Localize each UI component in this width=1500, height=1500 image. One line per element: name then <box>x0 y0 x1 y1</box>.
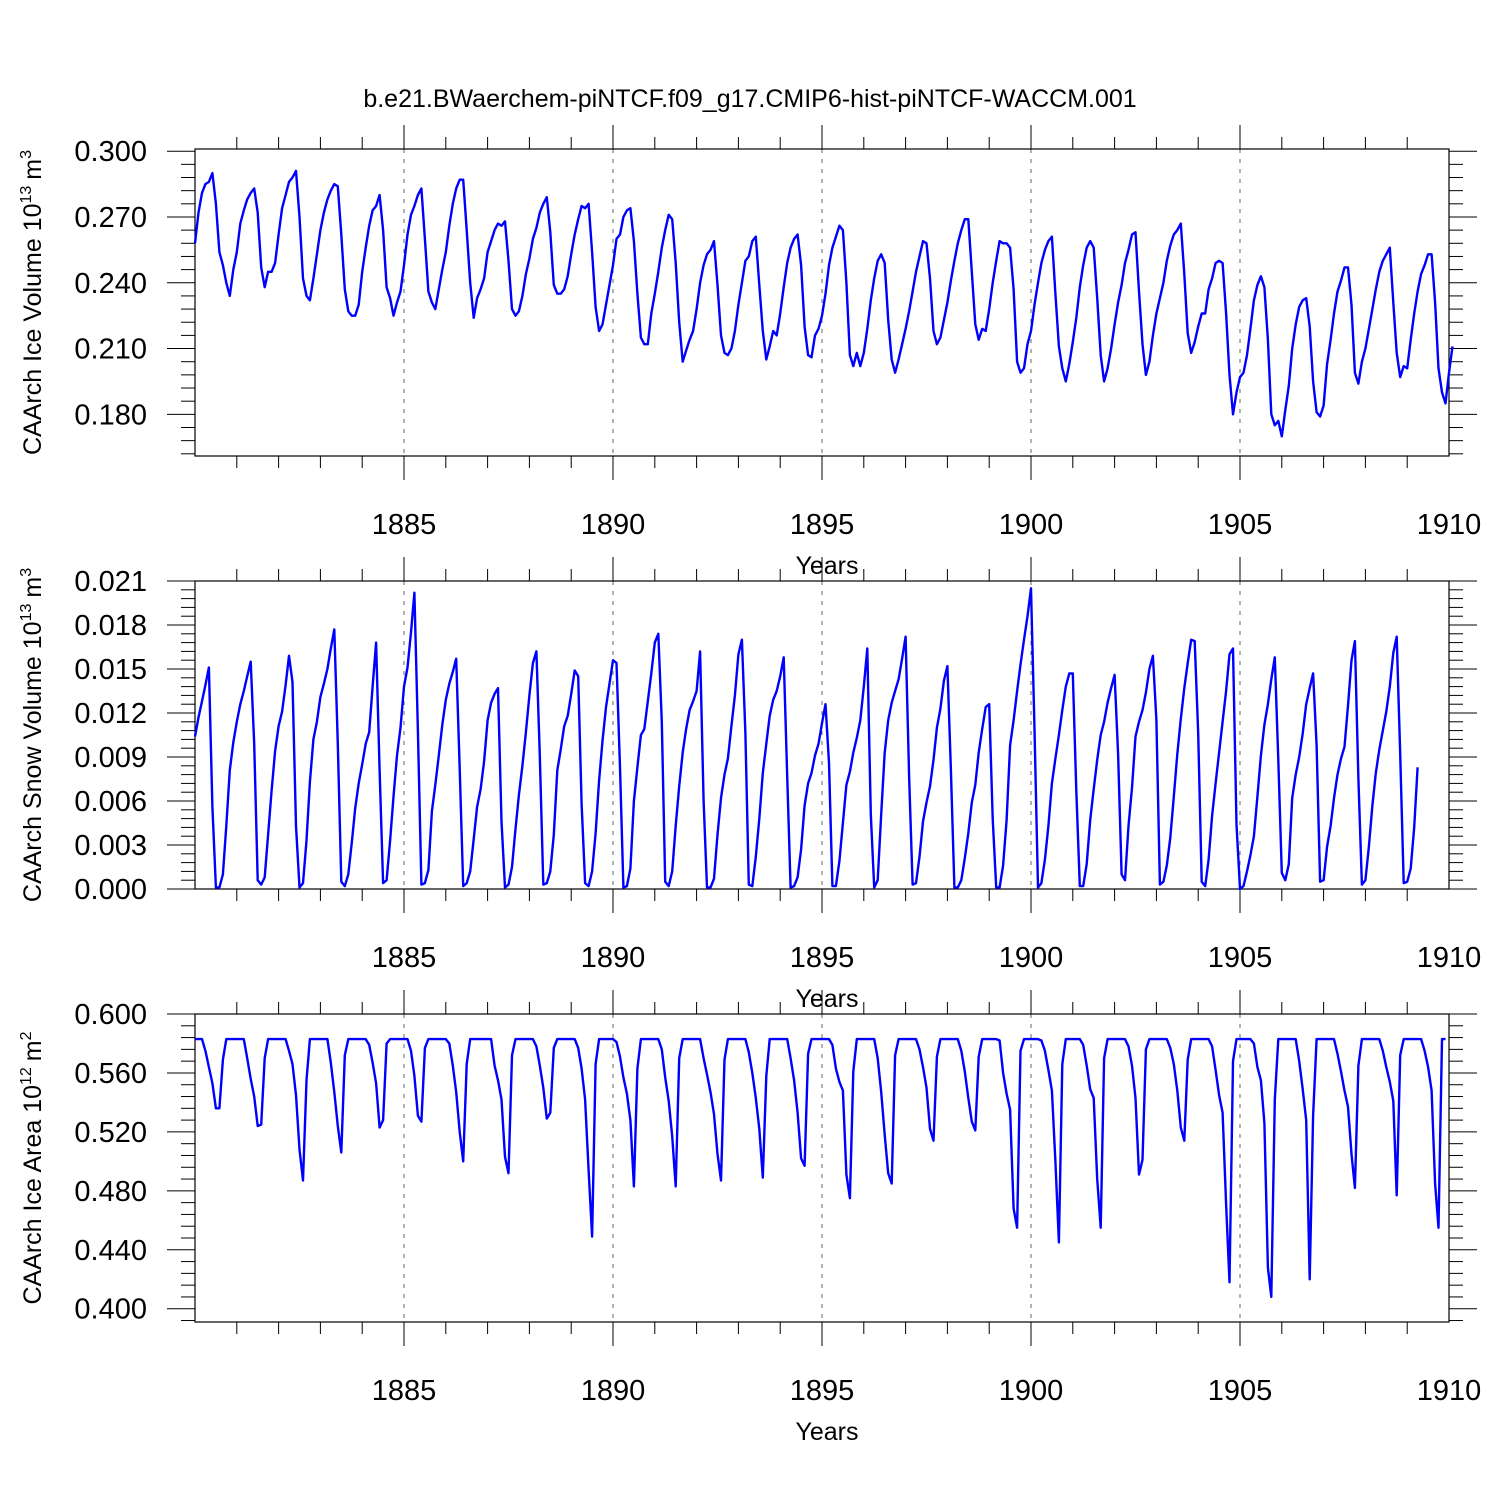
x-tick-label: 1895 <box>790 942 855 974</box>
y-axis-label-unit-exp: 3 <box>18 568 35 577</box>
y-tick-label: 0.400 <box>74 1294 147 1326</box>
x-tick-label: 1890 <box>581 942 646 974</box>
panel-3: 0.400 0.440 0.480 0.520 0.560 0.600 1885 1890 18… <box>18 990 1481 1446</box>
x-tick-label: 1905 <box>1208 1375 1273 1407</box>
y-axis-label: CAArch Snow Volume 1013 m3 <box>18 568 47 902</box>
y-tick-label: 0.015 <box>74 654 147 686</box>
y-tick-label: 0.300 <box>74 136 147 168</box>
x-tick-label: 1890 <box>581 1375 646 1407</box>
x-tick-label: 1890 <box>581 509 646 541</box>
x-tick-label: 1900 <box>999 509 1064 541</box>
x-tick-label: 1900 <box>999 1375 1064 1407</box>
x-tick-label: 1895 <box>790 509 855 541</box>
x-tick-label: 1910 <box>1417 1375 1482 1407</box>
y-axis-label-unit-exp: 3 <box>18 150 35 159</box>
y-axis-label-unit: m <box>19 1040 47 1061</box>
y-tick-label: 0.240 <box>74 268 147 300</box>
series-line-1 <box>195 1037 1446 1299</box>
x-tick-label: 1885 <box>372 942 437 974</box>
y-tick-label: 0.012 <box>74 698 147 730</box>
y-tick-label: 0.440 <box>74 1235 147 1267</box>
y-tick-label: 0.270 <box>74 202 147 234</box>
chart-title: b.e21.BWaerchem-piNTCF.f09_g17.CMIP6-his… <box>363 85 1136 113</box>
y-tick-label: 0.210 <box>74 334 147 366</box>
y-tick-label: 0.180 <box>74 399 147 431</box>
x-tick-label: 1910 <box>1417 942 1482 974</box>
y-tick-label: 0.560 <box>74 1058 147 1090</box>
y-tick-label: 0.018 <box>74 610 147 642</box>
x-axis-label: Years <box>795 985 858 1013</box>
x-tick-label: 1900 <box>999 942 1064 974</box>
y-tick-label: 0.000 <box>74 874 147 906</box>
panel-2: 0.000 0.003 0.006 0.009 0.012 0.015 0.018 0.021… <box>18 557 1481 1013</box>
x-tick-label: 1905 <box>1208 942 1273 974</box>
x-tick-label: 1905 <box>1208 509 1273 541</box>
x-tick-label: 1910 <box>1417 509 1482 541</box>
y-tick-label: 0.006 <box>74 786 147 818</box>
y-tick-label: 0.600 <box>74 999 147 1031</box>
y-tick-label: 0.480 <box>74 1176 147 1208</box>
x-tick-label: 1885 <box>372 1375 437 1407</box>
y-axis-label-exp: 13 <box>18 186 35 204</box>
y-axis-label-text: CAArch Ice Area 10 <box>19 1085 47 1305</box>
y-axis-label-text: CAArch Ice Volume 10 <box>19 204 47 456</box>
y-axis-label: CAArch Ice Area 1012 m2 <box>18 1031 47 1304</box>
y-axis-label-text: CAArch Snow Volume 10 <box>19 621 47 902</box>
x-tick-label: 1885 <box>372 509 437 541</box>
y-axis-label-exp: 12 <box>18 1067 35 1085</box>
y-axis-label-unit-exp: 2 <box>18 1031 35 1040</box>
series-line-1 <box>193 587 1419 891</box>
y-axis-label-unit: m <box>19 159 47 180</box>
x-axis-label: Years <box>795 552 858 580</box>
y-axis-label-unit: m <box>19 577 47 598</box>
y-tick-label: 0.021 <box>74 566 147 598</box>
y-tick-label: 0.009 <box>74 742 147 774</box>
y-axis-label-exp: 13 <box>18 604 35 622</box>
y-tick-label: 0.003 <box>74 830 147 862</box>
x-tick-label: 1895 <box>790 1375 855 1407</box>
y-tick-label: 0.520 <box>74 1117 147 1149</box>
y-axis-label: CAArch Ice Volume 1013 m3 <box>18 150 47 455</box>
x-axis-label: Years <box>795 1418 858 1446</box>
panels: 0.180 0.210 0.240 0.270 0.300 1885 1890 1895 190… <box>18 125 1481 1446</box>
panel-1: 0.180 0.210 0.240 0.270 0.300 1885 1890 1895 190… <box>18 125 1481 580</box>
series-line-1 <box>193 169 1454 438</box>
